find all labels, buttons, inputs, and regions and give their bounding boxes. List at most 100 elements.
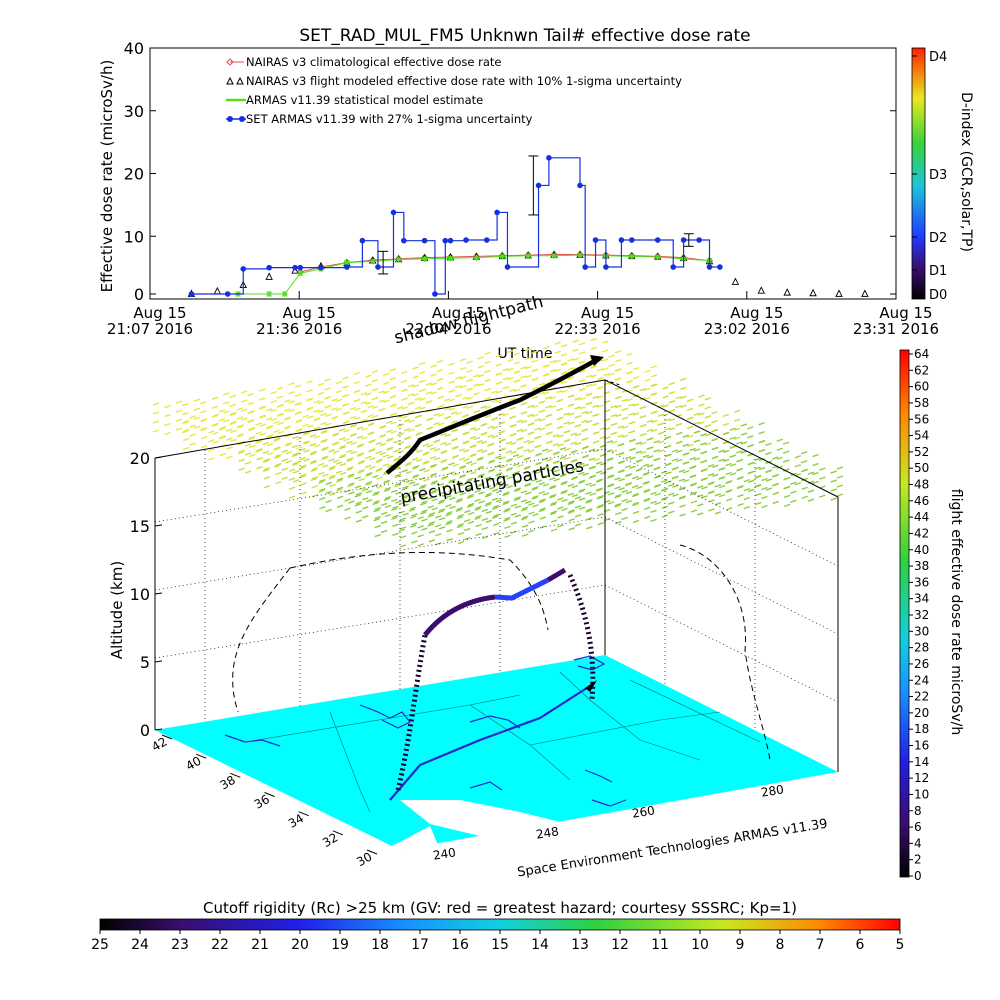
particle-mark bbox=[408, 401, 415, 405]
particle-mark bbox=[288, 486, 296, 490]
particle-mark bbox=[354, 485, 362, 489]
particle-mark bbox=[502, 483, 509, 488]
particle-mark bbox=[758, 431, 765, 435]
particle-mark bbox=[430, 481, 437, 486]
particle-mark bbox=[668, 400, 676, 404]
particle-mark bbox=[488, 486, 496, 490]
particle-mark bbox=[322, 455, 329, 459]
flight-dose-tick-label: 22 bbox=[914, 690, 929, 704]
particle-mark bbox=[365, 374, 372, 378]
particle-mark bbox=[421, 500, 428, 504]
flight-dose-colorbar: 0246810121416182022242628303234363840424… bbox=[899, 347, 964, 883]
particle-mark bbox=[621, 434, 629, 438]
particle-mark bbox=[549, 405, 557, 409]
particle-mark bbox=[568, 394, 575, 398]
particle-mark bbox=[812, 471, 819, 476]
particle-mark bbox=[238, 467, 245, 471]
particle-mark bbox=[273, 429, 280, 434]
particle-mark bbox=[506, 458, 513, 462]
particle-mark bbox=[520, 517, 528, 521]
data-point bbox=[525, 252, 532, 259]
particle-mark bbox=[535, 479, 543, 483]
particle-mark bbox=[449, 487, 456, 492]
particle-mark bbox=[531, 359, 538, 363]
particle-mark bbox=[441, 466, 449, 470]
particle-mark bbox=[557, 497, 564, 501]
particle-mark bbox=[343, 429, 350, 433]
flight-dose-tick-label: 8 bbox=[914, 804, 922, 818]
data-point bbox=[654, 253, 661, 260]
particle-mark bbox=[398, 519, 406, 523]
particle-mark bbox=[380, 529, 388, 534]
particle-mark bbox=[513, 379, 521, 383]
particle-mark bbox=[258, 388, 266, 392]
series-line bbox=[191, 157, 720, 295]
particle-mark bbox=[718, 475, 726, 480]
particle-mark bbox=[321, 447, 328, 452]
particle-mark bbox=[408, 499, 416, 503]
particle-mark bbox=[329, 465, 336, 469]
particle-mark bbox=[546, 431, 553, 435]
particle-mark bbox=[644, 378, 651, 382]
flight-dose-tick-label: 46 bbox=[914, 494, 929, 508]
series-group bbox=[187, 155, 869, 297]
particle-mark bbox=[456, 515, 464, 520]
boundary-5 bbox=[559, 671, 701, 761]
cutoff-rigidity-ticks: 25 24 23 22 21 20 19 18 17 16 15 14 13 12 11 10 9 8 7 6 5 bbox=[91, 930, 904, 953]
particle-mark bbox=[458, 475, 466, 479]
particle-mark bbox=[445, 504, 452, 508]
particle-mark bbox=[429, 474, 437, 478]
particle-mark bbox=[248, 435, 256, 440]
particle-mark bbox=[647, 446, 654, 450]
particle-mark bbox=[557, 524, 564, 528]
particle-mark bbox=[350, 450, 357, 455]
particle-mark bbox=[485, 510, 493, 514]
particle-mark bbox=[478, 491, 485, 495]
particle-mark bbox=[499, 465, 506, 469]
particle-mark bbox=[635, 450, 643, 454]
particle-mark bbox=[607, 466, 614, 470]
particle-mark bbox=[420, 493, 427, 497]
particle-mark bbox=[255, 440, 262, 444]
particle-mark bbox=[382, 463, 390, 467]
particle-mark bbox=[646, 428, 653, 432]
particle-mark bbox=[525, 365, 532, 370]
particle-mark bbox=[300, 464, 307, 468]
particle-mark bbox=[541, 475, 549, 479]
particle-mark bbox=[386, 437, 394, 441]
particle-mark bbox=[618, 487, 625, 491]
particle-mark bbox=[339, 471, 347, 476]
particle-mark bbox=[455, 402, 462, 407]
particle-mark bbox=[549, 495, 556, 499]
particle-mark bbox=[592, 395, 599, 399]
particle-mark bbox=[397, 450, 405, 454]
particle-mark bbox=[491, 390, 498, 394]
particle-mark bbox=[528, 520, 535, 524]
particle-mark bbox=[765, 487, 773, 491]
particle-mark bbox=[485, 501, 493, 505]
particle-mark bbox=[456, 524, 464, 529]
particle-mark bbox=[711, 420, 718, 424]
particle-mark bbox=[535, 470, 543, 474]
particle-mark bbox=[725, 462, 732, 467]
particle-mark bbox=[348, 491, 355, 495]
particle-mark bbox=[419, 467, 426, 472]
altitude-tick bbox=[154, 524, 163, 527]
particle-mark bbox=[223, 392, 230, 396]
particle-mark bbox=[306, 380, 313, 384]
particle-mark bbox=[578, 497, 586, 501]
particle-mark bbox=[412, 474, 420, 478]
particle-mark bbox=[625, 500, 633, 504]
data-point bbox=[213, 286, 222, 295]
particle-mark bbox=[332, 459, 340, 463]
particle-mark bbox=[302, 441, 310, 445]
cutoff-rigidity-tick-label: 17 bbox=[411, 937, 429, 953]
particle-mark bbox=[487, 425, 494, 429]
particle-mark bbox=[504, 507, 511, 511]
particle-mark bbox=[350, 441, 357, 446]
particle-mark bbox=[378, 399, 385, 403]
particle-mark bbox=[428, 539, 436, 543]
particle-mark bbox=[473, 436, 481, 441]
particle-mark bbox=[262, 459, 270, 464]
y-tick-label: 10 bbox=[124, 227, 144, 246]
